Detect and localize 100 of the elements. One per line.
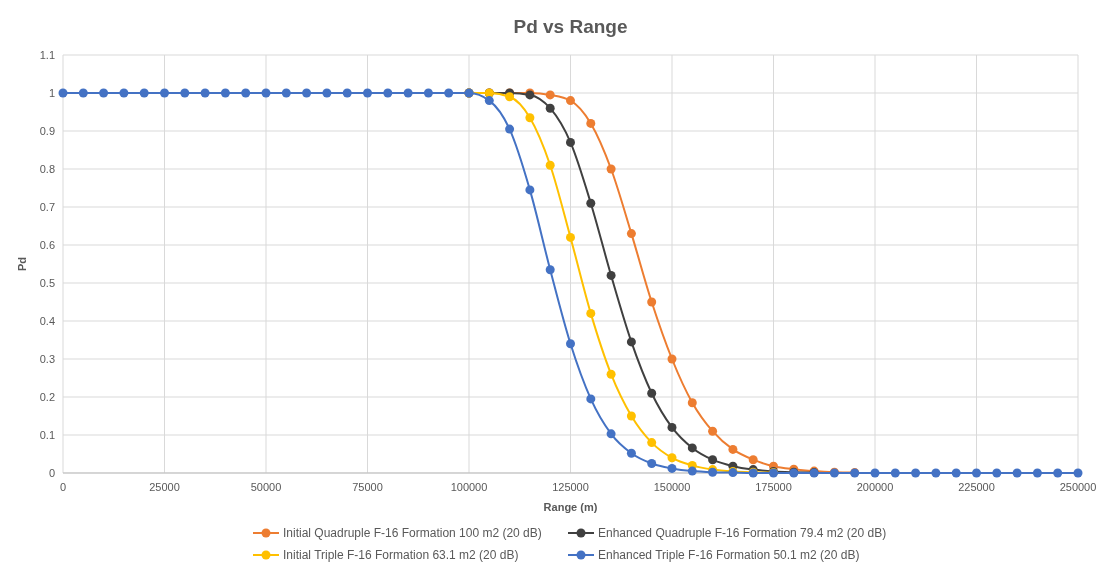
x-tick-label: 100000 — [450, 481, 488, 493]
y-tick-label: 1 — [48, 87, 55, 99]
point — [586, 394, 596, 404]
point — [1012, 468, 1022, 478]
point — [870, 468, 880, 478]
legend-label: Enhanced Triple F-16 Formation 50.1 m2 (20 dB) — [598, 548, 860, 562]
point — [708, 455, 718, 465]
y-tick-label: 0.8 — [39, 163, 55, 175]
point — [484, 96, 494, 106]
point — [566, 96, 575, 106]
point — [586, 308, 596, 318]
x-tick-label: 225000 — [958, 481, 995, 493]
point — [951, 468, 961, 478]
point — [403, 88, 413, 98]
point — [647, 438, 657, 448]
point — [728, 444, 738, 454]
point — [606, 164, 616, 174]
point — [931, 468, 941, 478]
point — [423, 88, 433, 98]
y-tick-label: 0.2 — [39, 391, 55, 403]
point — [992, 468, 1002, 478]
point — [606, 429, 616, 439]
x-tick-label: 50000 — [250, 481, 282, 493]
y-axis-title: Pd — [16, 256, 28, 272]
point — [972, 468, 981, 478]
point — [545, 90, 555, 100]
point — [200, 88, 210, 98]
point — [667, 463, 677, 473]
point — [626, 337, 636, 347]
point — [566, 339, 575, 349]
x-tick-label: 125000 — [552, 481, 589, 493]
x-tick-label: 75000 — [352, 481, 383, 493]
point — [687, 398, 697, 408]
point — [687, 466, 697, 476]
point — [139, 88, 149, 98]
y-tick-label: 0.9 — [39, 125, 55, 137]
legend-label: Enhanced Quadruple F-16 Formation 79.4 m2 (20 dB) — [598, 526, 887, 540]
x-axis-title: Range (m) — [543, 501, 598, 513]
point — [241, 88, 251, 98]
point — [566, 137, 575, 147]
point — [667, 354, 677, 364]
point — [78, 88, 88, 98]
point — [261, 88, 271, 98]
point — [566, 232, 575, 242]
x-tick-label: 200000 — [856, 481, 894, 493]
y-tick-label: 1.1 — [39, 49, 55, 61]
chart-title: Pd vs Range — [513, 16, 628, 37]
y-tick-label: 0.3 — [39, 353, 55, 365]
point — [505, 124, 515, 134]
y-tick-label: 0.5 — [39, 277, 55, 289]
point — [99, 88, 109, 98]
point — [220, 88, 230, 98]
y-tick-label: 0.1 — [39, 429, 55, 441]
x-tick-label: 150000 — [653, 481, 691, 493]
point — [322, 88, 332, 98]
x-tick-label: 25000 — [149, 481, 180, 493]
y-tick-label: 0 — [48, 467, 55, 479]
point — [180, 88, 190, 98]
point — [647, 297, 657, 307]
point — [444, 88, 454, 98]
point — [647, 459, 657, 468]
point — [667, 453, 677, 463]
x-tick-label: 175000 — [755, 481, 792, 493]
point — [626, 229, 636, 239]
point — [647, 388, 657, 398]
y-tick-label: 0.4 — [39, 315, 55, 327]
point — [606, 369, 616, 379]
point — [687, 443, 697, 453]
x-tick-label: 0 — [59, 481, 67, 493]
point — [281, 88, 291, 98]
point — [586, 118, 596, 128]
point — [911, 468, 921, 478]
point — [302, 88, 312, 98]
point — [586, 198, 596, 208]
point — [525, 185, 535, 195]
legend-label: Initial Quadruple F-16 Formation 100 m2 (20 dB) — [283, 526, 542, 540]
point — [119, 88, 129, 98]
point — [505, 92, 515, 102]
point — [667, 422, 677, 432]
point — [1032, 468, 1042, 478]
point — [383, 88, 393, 98]
point — [626, 448, 636, 458]
y-tick-label: 0.6 — [39, 239, 55, 251]
point — [708, 426, 718, 436]
point — [890, 468, 900, 478]
point — [58, 88, 68, 98]
point — [363, 88, 372, 98]
point — [342, 88, 352, 98]
point — [160, 88, 169, 98]
y-tick-label: 0.7 — [39, 201, 55, 213]
point — [1073, 468, 1083, 478]
x-tick-label: 250000 — [1059, 481, 1097, 493]
point — [525, 113, 535, 123]
point — [545, 103, 555, 113]
point — [545, 160, 555, 170]
point — [626, 411, 636, 421]
point — [1053, 468, 1063, 478]
point — [748, 455, 758, 465]
legend-label: Initial Triple F-16 Formation 63.1 m2 (20 dB) — [283, 548, 519, 562]
point — [545, 265, 555, 275]
